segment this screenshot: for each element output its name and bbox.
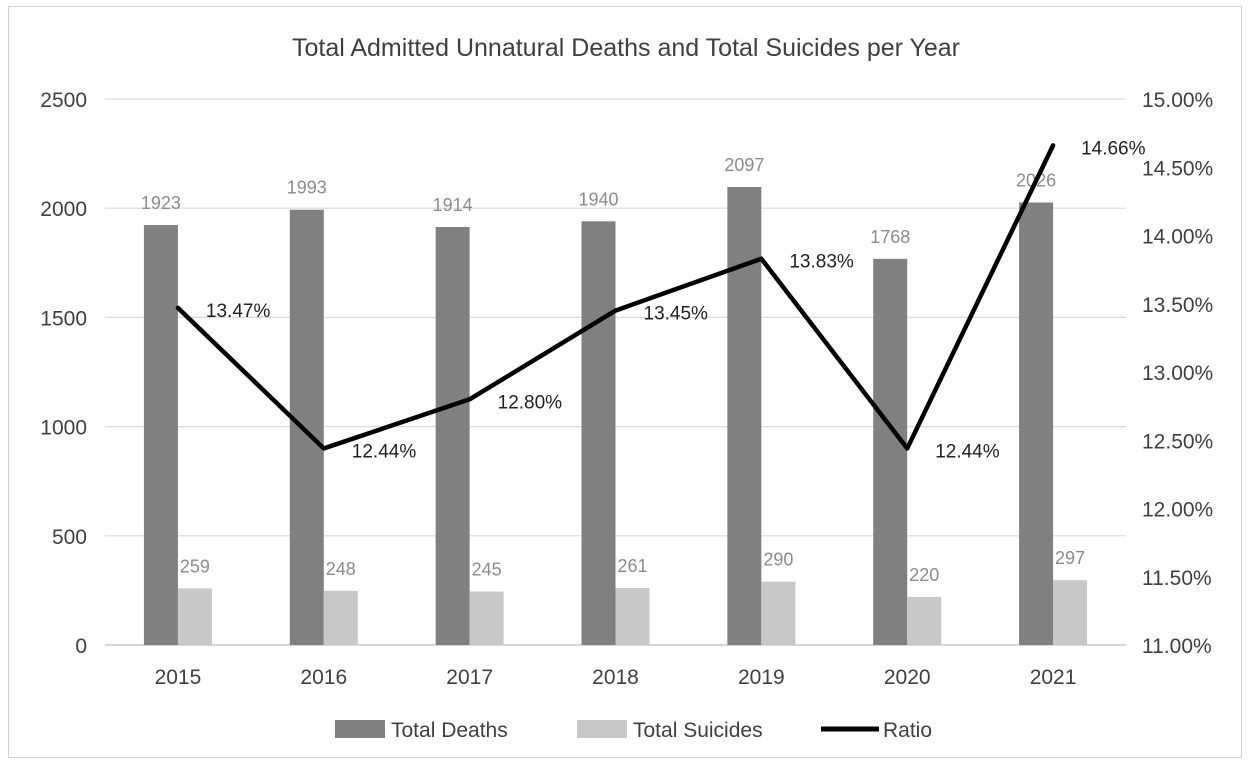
data-label-total-suicides: 261 xyxy=(617,556,647,576)
chart-title: Total Admitted Unnatural Deaths and Tota… xyxy=(292,34,960,62)
y-left-tick-label: 1500 xyxy=(40,307,87,330)
bar-total-deaths xyxy=(873,258,908,645)
y-right-tick-label: 14.50% xyxy=(1142,157,1213,180)
ratio-line xyxy=(175,143,1056,451)
y-left-tick-label: 1000 xyxy=(40,417,87,440)
data-label-ratio: 12.44% xyxy=(935,441,1000,462)
legend: Total Deaths Total Suicides Ratio xyxy=(335,719,932,742)
bar-total-suicides xyxy=(761,581,796,645)
legend-label: Ratio xyxy=(883,719,932,742)
y-right-tick-label: 14.00% xyxy=(1142,226,1213,249)
data-label-ratio: 12.80% xyxy=(498,392,563,413)
ratio-line-group: 13.47% 12.44% 12.80% 13.45% 13.83% 12.44% 14.6… xyxy=(175,138,1146,462)
y-right-tick-label: 15.00% xyxy=(1142,89,1213,112)
y-right-tick-label: 13.00% xyxy=(1142,362,1213,385)
data-label-ratio: 13.83% xyxy=(789,252,854,273)
y-right-tick-label: 13.50% xyxy=(1142,294,1213,317)
y-right-tick-label: 12.00% xyxy=(1142,499,1213,522)
x-tick-label: 2021 xyxy=(1030,666,1077,689)
data-label-ratio: 14.66% xyxy=(1081,138,1146,159)
bar-total-suicides xyxy=(615,587,650,645)
legend-label: Total Deaths xyxy=(391,719,508,742)
legend-label: Total Suicides xyxy=(633,719,763,742)
x-tick-label: 2017 xyxy=(446,666,493,689)
x-tick-label: 2019 xyxy=(738,666,785,689)
x-tick-label: 2016 xyxy=(300,666,347,689)
y-left-tick-label: 2000 xyxy=(40,198,87,221)
data-label-ratio: 13.45% xyxy=(644,304,709,325)
bar-total-deaths xyxy=(1019,202,1054,645)
bar-total-deaths xyxy=(581,221,616,645)
data-label-total-deaths: 1768 xyxy=(870,227,910,247)
data-label-ratio: 13.47% xyxy=(206,301,271,322)
bar-total-suicides xyxy=(177,588,212,645)
bar-total-suicides xyxy=(469,591,504,645)
combo-chart: Total Admitted Unnatural Deaths and Tota… xyxy=(40,34,1213,742)
chart-frame: Total Admitted Unnatural Deaths and Tota… xyxy=(8,6,1242,758)
bar-total-deaths xyxy=(143,225,178,646)
y-right-tick-label: 11.50% xyxy=(1142,567,1212,590)
y-left-tick-label: 2500 xyxy=(40,89,87,112)
data-label-total-suicides: 290 xyxy=(763,550,793,570)
data-label-total-suicides: 259 xyxy=(180,556,210,576)
bar-total-suicides xyxy=(1053,580,1088,645)
legend-swatch xyxy=(335,720,385,738)
data-label-total-deaths: 1993 xyxy=(287,178,327,198)
x-tick-label: 2020 xyxy=(884,666,931,689)
bar-total-suicides xyxy=(907,596,942,645)
bar-total-deaths xyxy=(435,226,470,645)
data-label-total-suicides: 297 xyxy=(1055,548,1085,568)
data-label-ratio: 12.44% xyxy=(352,441,417,462)
y-right-tick-label: 12.50% xyxy=(1142,430,1213,453)
data-label-total-suicides: 248 xyxy=(326,559,356,579)
axis-labels: 0 500 1000 1500 2000 2500 11.00% 11.50% 12.00% 12… xyxy=(40,89,1213,689)
y-left-tick-label: 500 xyxy=(52,526,87,549)
bar-total-deaths xyxy=(289,209,324,645)
y-right-tick-label: 11.00% xyxy=(1142,635,1212,658)
data-label-total-deaths: 1923 xyxy=(141,193,181,213)
data-label-total-suicides: 220 xyxy=(909,565,939,585)
data-label-total-suicides: 245 xyxy=(472,559,502,579)
bar-total-suicides xyxy=(323,590,358,645)
data-label-total-deaths: 1940 xyxy=(578,189,618,209)
x-tick-label: 2015 xyxy=(155,666,202,689)
data-label-total-deaths: 2097 xyxy=(724,155,764,175)
legend-swatch xyxy=(577,720,627,738)
data-label-total-deaths: 1914 xyxy=(433,195,473,215)
x-tick-label: 2018 xyxy=(592,666,639,689)
bar-total-deaths xyxy=(727,187,762,645)
y-left-tick-label: 0 xyxy=(75,635,87,658)
bars: 1923 259 1993 248 1914 245 1940 261 2097 290 1768 2… xyxy=(141,155,1088,646)
